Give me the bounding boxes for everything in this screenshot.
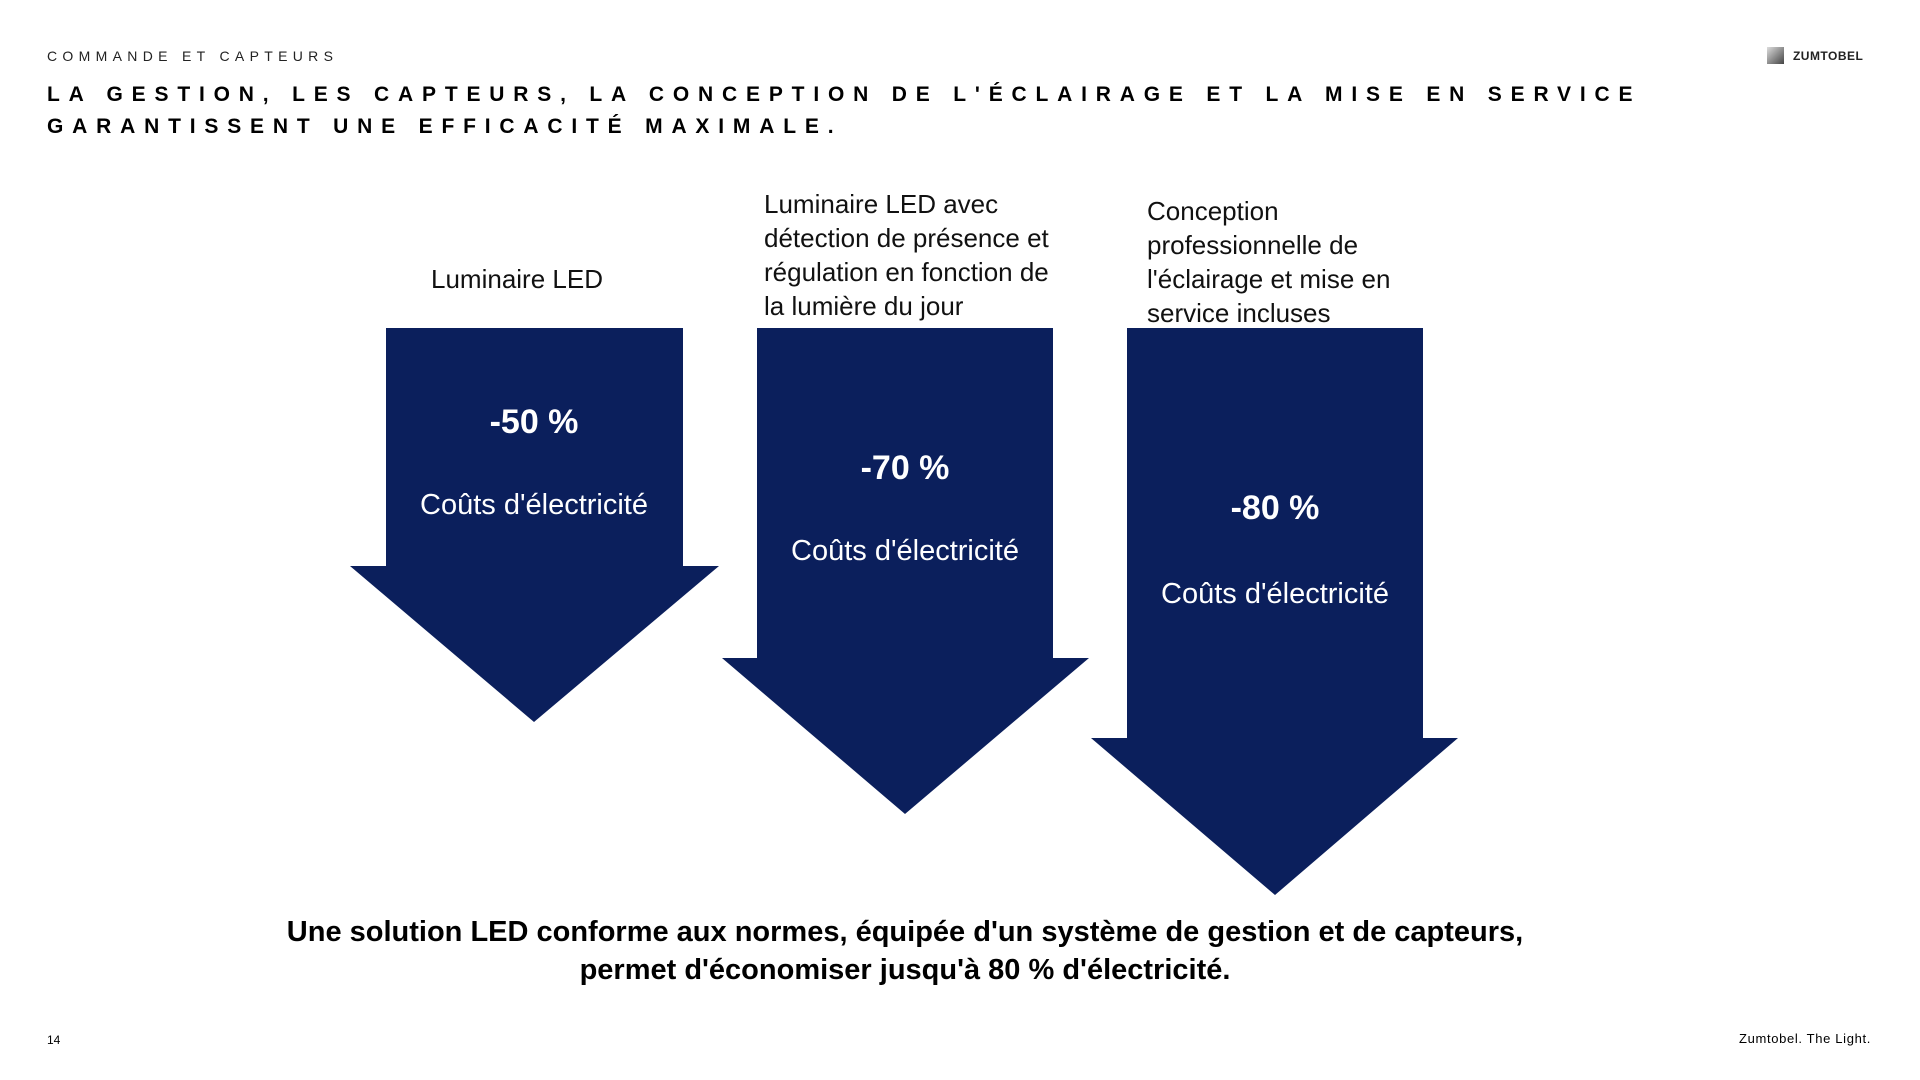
label-line: régulation en fonction de	[764, 257, 1049, 287]
conclusion-line1: Une solution LED conforme aux normes, éq…	[286, 916, 1524, 948]
label-line: Luminaire LED avec	[764, 189, 999, 219]
label-line: l'éclairage et mise en	[1147, 264, 1391, 294]
logo-square-icon	[1767, 47, 1784, 64]
arrow-2-label: Luminaire LED avec détection de présence…	[764, 187, 1094, 323]
arrow-1-percent: -50 %	[489, 403, 579, 441]
arrow-1-label: Luminaire LED	[431, 262, 603, 296]
arrow-3	[1091, 328, 1458, 895]
arrow-1-caption: Coûts d'électricité	[420, 489, 648, 521]
page-number: 14	[47, 1033, 61, 1047]
logo-text: ZUMTOBEL	[1793, 48, 1864, 63]
footer-tagline: Zumtobel. The Light.	[1739, 1031, 1871, 1046]
conclusion-line2: permet d'économiser jusqu'à 80 % d'élect…	[579, 954, 1231, 986]
arrow-2-percent: -70 %	[860, 449, 950, 487]
label-line: Luminaire LED	[431, 264, 603, 294]
arrow-1	[350, 328, 719, 722]
label-line: service incluses	[1147, 298, 1331, 328]
arrow-3-caption: Coûts d'électricité	[1161, 578, 1389, 610]
section-kicker: COMMANDE ET CAPTEURS	[47, 48, 339, 64]
label-line: professionnelle de	[1147, 230, 1359, 260]
arrow-2	[722, 328, 1089, 814]
label-line: détection de présence et	[764, 223, 1049, 253]
conclusion-text: Une solution LED conforme aux normes, éq…	[0, 913, 1810, 989]
arrow-3-label: Conception professionnelle de l'éclairag…	[1147, 194, 1447, 330]
arrow-2-caption: Coûts d'électricité	[791, 535, 1019, 567]
slide-title-line1: LA GESTION, LES CAPTEURS, LA CONCEPTION …	[47, 83, 1642, 106]
arrow-3-percent: -80 %	[1230, 489, 1320, 527]
label-line: Conception	[1147, 196, 1279, 226]
zumtobel-logo: ZUMTOBEL	[1767, 47, 1863, 64]
label-line: la lumière du jour	[764, 291, 964, 321]
slide-title-line2: GARANTISSENT UNE EFFICACITÉ MAXIMALE.	[47, 115, 843, 138]
